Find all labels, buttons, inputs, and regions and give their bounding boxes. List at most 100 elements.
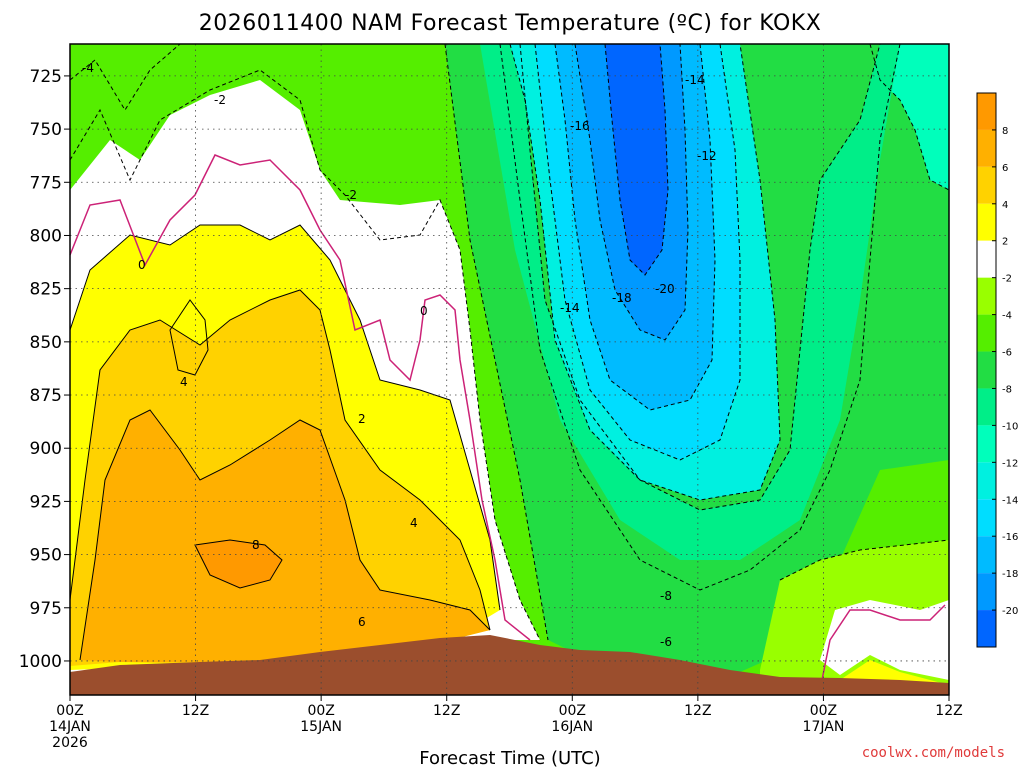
contour-plus-6 bbox=[79, 409, 491, 661]
colorbar-label: -4 bbox=[1002, 311, 1012, 322]
y-axis: 725 750 775 800 825 850 875 900 925 950 975 1000 bbox=[19, 67, 70, 672]
contour-label: 4 bbox=[410, 516, 418, 530]
contour-plus-2 bbox=[69, 224, 501, 611]
colorbar-label: -20 bbox=[1002, 606, 1018, 617]
contour-label: 6 bbox=[358, 615, 366, 629]
x-tick-label: 00Z bbox=[559, 703, 586, 719]
colorbar-label: 6 bbox=[1002, 163, 1008, 174]
contour-label: -2 bbox=[214, 93, 226, 107]
x-tick-label: 17JAN bbox=[803, 719, 845, 735]
contour-label: -14 bbox=[685, 73, 705, 87]
filled-contours bbox=[70, 44, 949, 695]
contour-label: -2 bbox=[345, 188, 357, 202]
colorbar-segment bbox=[977, 388, 996, 426]
contour-minus-2 bbox=[69, 69, 541, 641]
contour-label: 4 bbox=[180, 375, 188, 389]
contour-label: -4 bbox=[82, 61, 94, 75]
contour-minus-4 bbox=[69, 43, 549, 641]
contour-minus-16 bbox=[554, 43, 716, 411]
x-tick-label: 00Z bbox=[56, 703, 83, 719]
contour-minus-18 bbox=[574, 43, 689, 341]
colorbar-segment bbox=[977, 129, 996, 167]
contour-label: 0 bbox=[420, 304, 428, 318]
contour-plus-4 bbox=[69, 289, 491, 631]
colorbar-segment bbox=[977, 277, 996, 315]
colorbar-label: -2 bbox=[1002, 274, 1012, 285]
colorbar-label: -6 bbox=[1002, 348, 1012, 359]
contour-label: -12 bbox=[697, 149, 717, 163]
contour-minus-8 bbox=[519, 43, 881, 511]
contour-minus-20 bbox=[604, 43, 669, 276]
contour-plus-8 bbox=[194, 539, 283, 589]
region-plus-8 bbox=[195, 540, 282, 588]
y-tick-label: 825 bbox=[30, 280, 62, 300]
x-axis-title: Forecast Time (UTC) bbox=[419, 748, 600, 768]
contour-minus-2-late bbox=[779, 539, 950, 581]
y-tick-label: 925 bbox=[30, 492, 62, 512]
y-tick-label: 1000 bbox=[19, 652, 62, 672]
ground-terrain bbox=[70, 635, 949, 695]
y-tick-label: 950 bbox=[30, 546, 62, 566]
colorbar-label: -18 bbox=[1002, 569, 1018, 580]
plot-frame bbox=[69, 43, 950, 696]
region-minus-20 bbox=[605, 44, 668, 275]
colorbar-segment bbox=[977, 425, 996, 463]
colorbar-segment bbox=[977, 240, 996, 278]
contour-labels: -4 -2 0 -2 0 4 2 4 8 6 -16 -14 -12 -14 -… bbox=[82, 61, 717, 649]
contour-minus-14 bbox=[534, 43, 741, 461]
x-tick-label: 16JAN bbox=[551, 719, 593, 735]
x-tick-label: 00Z bbox=[810, 703, 837, 719]
colorbar-label: -14 bbox=[1002, 495, 1018, 506]
chart-title: 2026011400 NAM Forecast Temperature (ºC)… bbox=[199, 11, 822, 36]
colorbar-segment bbox=[977, 499, 996, 537]
colorbar: 8 6 4 2 -2 -4 -6 -8 -10 -12 -14 -16 -18 -20 bbox=[976, 92, 1018, 648]
colorbar-label: 2 bbox=[1002, 237, 1008, 248]
colorbar-frame bbox=[976, 92, 997, 648]
contour-lines bbox=[69, 43, 950, 661]
x-tick-label: 12Z bbox=[684, 703, 711, 719]
x-tick-label: 12Z bbox=[433, 703, 460, 719]
colorbar-label: -10 bbox=[1002, 421, 1018, 432]
y-tick-label: 900 bbox=[30, 439, 62, 459]
gridlines bbox=[70, 44, 949, 695]
contour-label: -18 bbox=[612, 291, 632, 305]
x-tick-label: 2026 bbox=[52, 735, 88, 751]
colorbar-segment bbox=[977, 314, 996, 352]
contour-minus-6 bbox=[499, 43, 901, 591]
y-tick-label: 750 bbox=[30, 120, 62, 140]
colorbar-segment bbox=[977, 536, 996, 574]
credit-text: coolwx.com/models bbox=[862, 745, 1005, 761]
contour-label: -14 bbox=[560, 301, 580, 315]
contour-minus-10 bbox=[869, 43, 950, 191]
zero-line-late bbox=[819, 604, 946, 691]
contour-label: 2 bbox=[358, 412, 366, 426]
contour-label: 0 bbox=[138, 258, 146, 272]
contour-label: -16 bbox=[570, 119, 590, 133]
colorbar-label: -8 bbox=[1002, 384, 1012, 395]
region-plus-6 bbox=[80, 410, 490, 662]
colorbar-segment bbox=[977, 203, 996, 241]
contour-label: -8 bbox=[660, 589, 672, 603]
colorbar-label: 8 bbox=[1002, 126, 1008, 137]
y-tick-label: 800 bbox=[30, 226, 62, 246]
x-tick-label: 15JAN bbox=[300, 719, 342, 735]
colorbar-label: -16 bbox=[1002, 532, 1018, 543]
colorbar-segment bbox=[977, 166, 996, 204]
x-tick-label: 00Z bbox=[307, 703, 334, 719]
y-tick-label: 875 bbox=[30, 386, 62, 406]
region-minus-8 bbox=[480, 44, 900, 560]
zero-line-main bbox=[69, 154, 531, 641]
colorbar-segment bbox=[977, 610, 996, 647]
zero-degree-lines bbox=[69, 154, 946, 691]
x-tick-label: 12Z bbox=[935, 703, 962, 719]
colorbar-segment bbox=[977, 351, 996, 389]
colorbar-label: -12 bbox=[1002, 458, 1018, 469]
y-tick-label: 975 bbox=[30, 599, 62, 619]
y-tick-label: 725 bbox=[30, 67, 62, 87]
colorbar-segment bbox=[977, 93, 996, 130]
x-tick-label: 14JAN bbox=[49, 719, 91, 735]
plot-area: -4 -2 0 -2 0 4 2 4 8 6 -16 -14 -12 -14 -… bbox=[69, 43, 950, 696]
contour-label: -20 bbox=[655, 282, 675, 296]
